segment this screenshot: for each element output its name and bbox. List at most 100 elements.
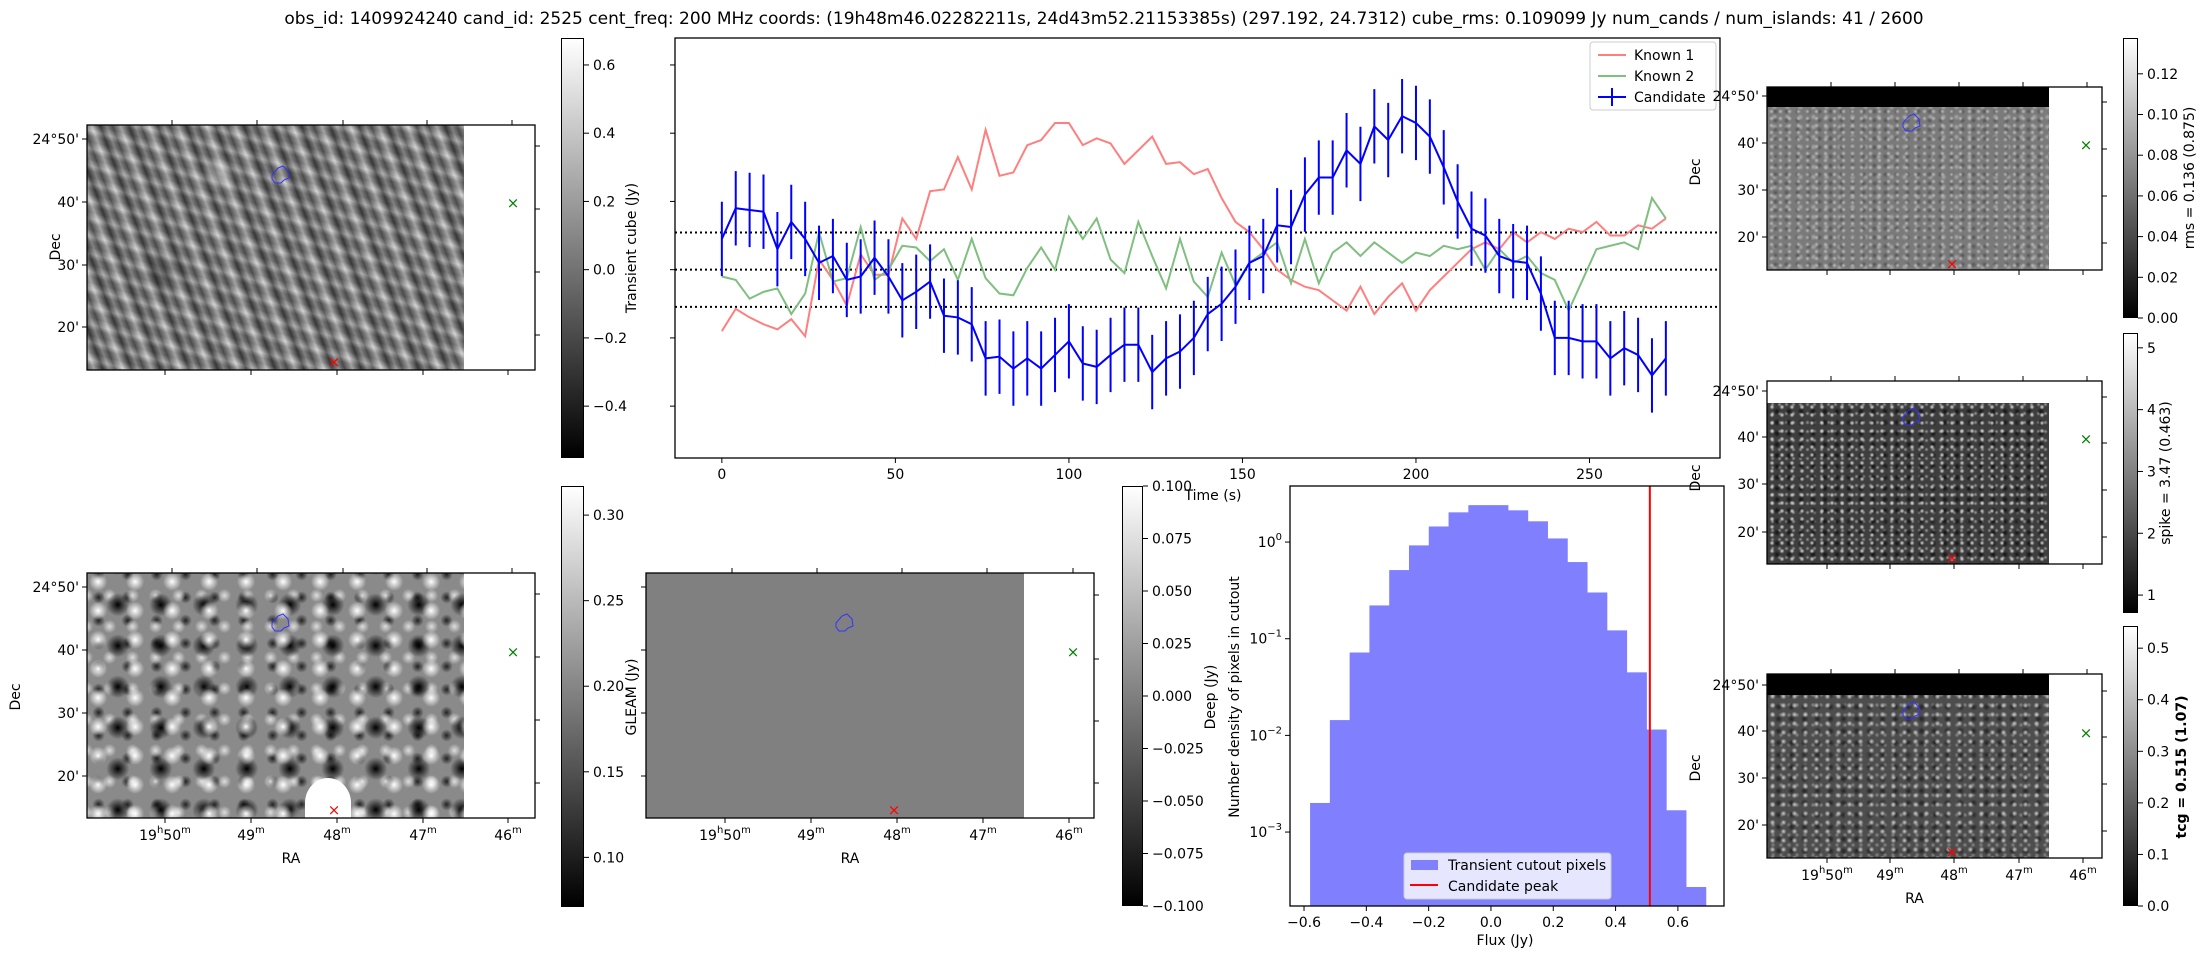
colorbar-tick-label: 0.2	[2147, 796, 2169, 812]
y-tick-exponent: −2	[1267, 725, 1282, 736]
colorbar-tick-label: 0.08	[2147, 148, 2178, 164]
colorbar-tick-label: 0.25	[593, 594, 624, 610]
colorbar-tick-label: −0.025	[1152, 742, 1204, 758]
spike-colorbar-label: spike = 3.47 (0.463)	[2158, 401, 2174, 545]
known-source-marker: ×	[507, 643, 520, 661]
transient-colorbar-label: Transient cube (Jy)	[624, 183, 640, 314]
deep-image	[646, 573, 1024, 818]
dec-tick-label: 40'	[1737, 430, 1759, 446]
tcg-colorbar	[2123, 626, 2138, 906]
legend-swatch-hist	[1411, 860, 1438, 870]
spike-panel: 24°50' 40' 30' 20' Dec × ×	[1688, 376, 2107, 569]
x-tick-label: 0	[717, 467, 726, 483]
dec-axis-label: Dec	[1688, 158, 1704, 185]
lightcurve-legend: Known 1 Known 2 Candidate	[1589, 41, 1717, 111]
ra-tick-label: 19h50m	[139, 825, 191, 844]
ra-minute-unit: m	[741, 825, 751, 836]
ra-minutes: 50	[723, 828, 741, 844]
candidate-position-marker: ×	[888, 801, 901, 819]
dec-tick-label: 40'	[57, 195, 79, 211]
deep-colorbar-axis: 0.100 0.075 0.050 0.025 0.000 −0.025 −0.050 −0.…	[1143, 479, 1219, 915]
colorbar-tick-label: −0.075	[1152, 847, 1204, 863]
ra-hours: 47	[2005, 868, 2023, 884]
x-tick-label: 0.2	[1542, 915, 1564, 931]
x-tick-label: 100	[1056, 467, 1083, 483]
ra-hours: 19	[699, 828, 717, 844]
colorbar-tick-label: 0.15	[593, 765, 624, 781]
ra-minute-unit: m	[2023, 865, 2033, 876]
y-tick-base: 10	[1249, 632, 1267, 648]
histogram-axes-frame	[1289, 485, 1725, 907]
colorbar-tick-label: −0.2	[593, 331, 627, 347]
colorbar-tick-label: 0.10	[593, 850, 624, 866]
ra-tick-label: 46m	[1055, 825, 1083, 844]
gleam-colorbar-axis: 0.30 0.25 0.20 0.15 0.10 GLEAM (Jy)	[584, 508, 640, 866]
known-source-marker: ×	[2080, 724, 2093, 742]
rms-image-blank-band	[1767, 87, 2049, 107]
histogram-xlabel: Flux (Jy)	[1477, 933, 1534, 949]
ra-minute-unit: m	[987, 825, 997, 836]
legend-label-hist: Transient cutout pixels	[1447, 858, 1606, 874]
ra-hours: 49	[797, 828, 815, 844]
dec-tick-label: 24°50'	[1713, 89, 1759, 105]
colorbar-tick-label: 0.3	[2147, 744, 2169, 760]
known-source-marker: ×	[507, 194, 520, 212]
ra-minute-unit: m	[1958, 865, 1968, 876]
dec-tick-label: 30'	[57, 258, 79, 274]
colorbar-tick-label: 0.6	[593, 58, 615, 74]
ra-axis-label: RA	[1905, 891, 1924, 907]
spike-colorbar-axis: 5 4 3 2 1 spike = 3.47 (0.463)	[2138, 341, 2174, 604]
ra-minutes: 50	[163, 828, 181, 844]
source-contour	[835, 613, 854, 632]
colorbar-tick-label: 0.06	[2147, 189, 2178, 205]
dec-axis-label: Dec	[8, 683, 24, 710]
ra-hours: 46	[2069, 868, 2087, 884]
ra-tick-label: 49m	[1876, 865, 1904, 884]
ra-hour-unit: h	[1819, 865, 1825, 876]
colorbar-tick-label: 0.00	[2147, 311, 2178, 327]
y-tick-base: 10	[1258, 535, 1276, 551]
legend-label-known2: Known 2	[1634, 69, 1694, 85]
histogram-bar	[1587, 592, 1608, 906]
known-source-marker: ×	[1067, 643, 1080, 661]
x-tick-label: 0.0	[1480, 915, 1502, 931]
ra-axis-label: RA	[841, 851, 860, 867]
x-tick-label: 0.6	[1667, 915, 1689, 931]
dec-tick-label: 40'	[1737, 136, 1759, 152]
x-tick-label: 50	[886, 467, 904, 483]
histogram-bar	[1448, 512, 1469, 906]
colorbar-tick-label: 0.2	[593, 194, 615, 210]
histogram-bar	[1527, 521, 1548, 906]
gleam-bright-blob	[305, 778, 351, 828]
histogram-bar	[1389, 570, 1410, 906]
ra-tick-label: 47m	[969, 825, 997, 844]
y-tick-base: 10	[1249, 825, 1267, 841]
legend-box	[1403, 852, 1612, 900]
colorbar-tick-label: 0.20	[593, 679, 624, 695]
colorbar-tick-label: −0.4	[593, 399, 627, 415]
candidate-position-marker: ×	[1946, 255, 1959, 273]
dec-tick-label: 30'	[1737, 771, 1759, 787]
ra-tick-label: 19h50m	[1801, 865, 1853, 884]
deep-colorbar-label: Deep (Jy)	[1203, 665, 1219, 730]
ra-minute-unit: m	[815, 825, 825, 836]
series-line-known-2	[721, 195, 1667, 316]
histogram-plot: Flux (Jy) Number density of pixels in cu…	[1227, 485, 1725, 949]
known-source-marker: ×	[2080, 136, 2093, 154]
colorbar-tick-label: 5	[2147, 341, 2156, 357]
colorbar-tick-label: 4	[2147, 403, 2156, 419]
histogram-bar	[1666, 810, 1687, 906]
axes-frame	[86, 572, 536, 819]
tcg-image-blank-band	[1767, 674, 2049, 695]
ra-minute-unit: m	[1073, 825, 1083, 836]
ra-tick-label: 48m	[323, 825, 351, 844]
x-tick-label: 200	[1403, 467, 1430, 483]
histogram-bar	[1646, 729, 1667, 906]
ra-hours: 47	[969, 828, 987, 844]
candidate-position-marker: ×	[1946, 549, 1959, 567]
ra-hour-unit: h	[157, 825, 163, 836]
